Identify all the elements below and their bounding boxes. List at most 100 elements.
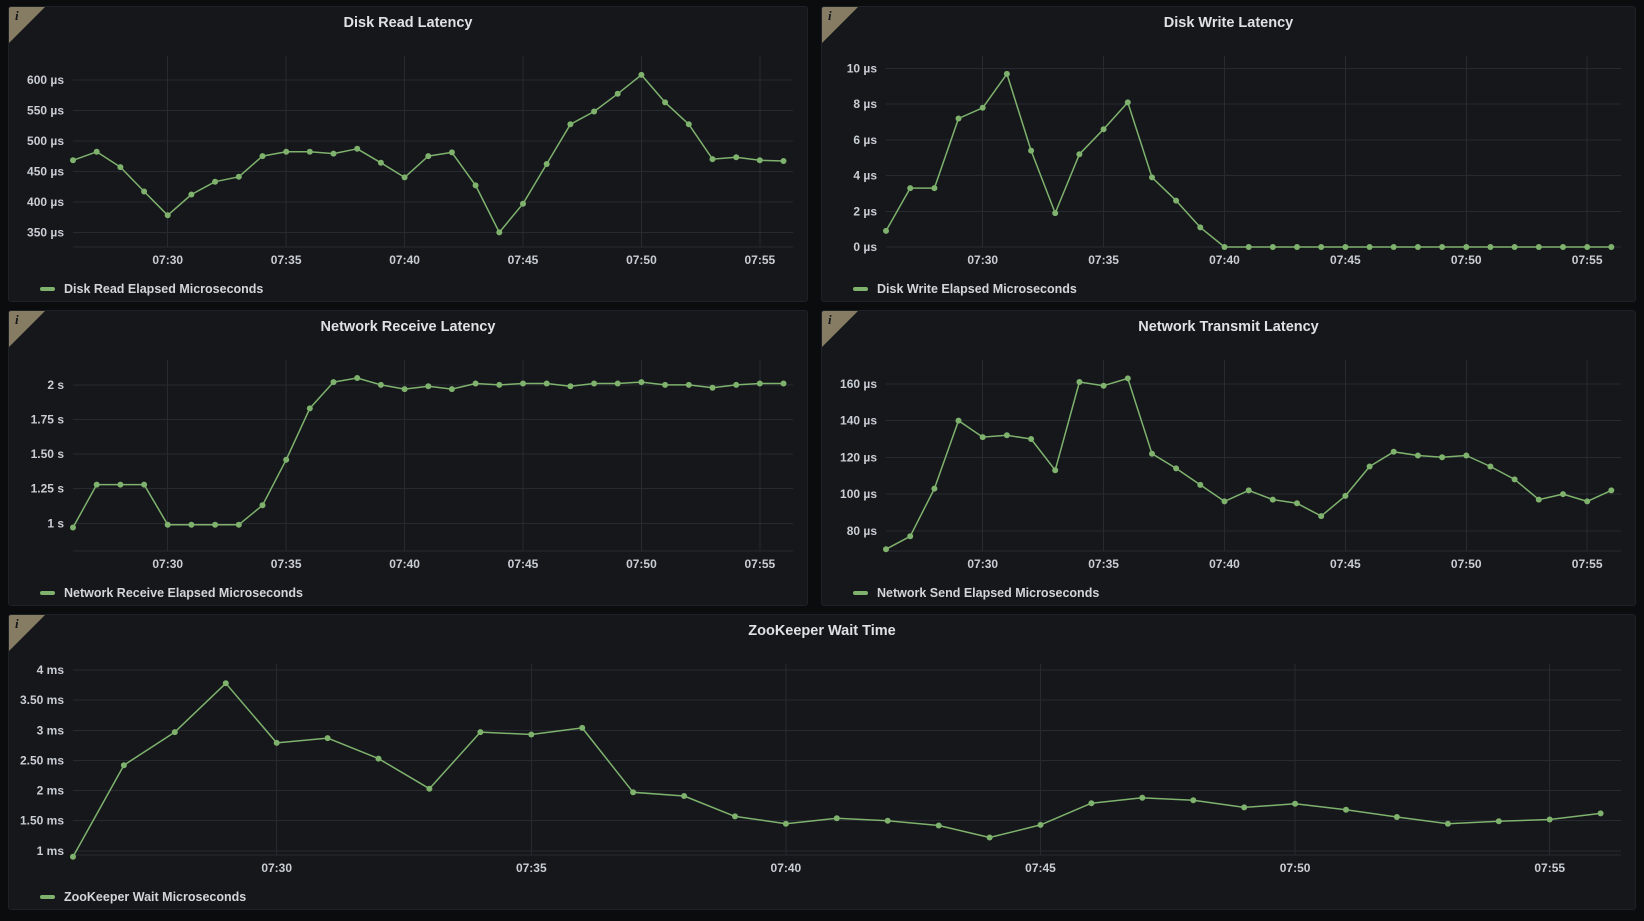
data-point[interactable] bbox=[141, 188, 148, 195]
panel-info-corner[interactable]: i bbox=[9, 7, 45, 43]
data-point[interactable] bbox=[935, 822, 942, 829]
data-point[interactable] bbox=[1100, 382, 1107, 389]
data-point[interactable] bbox=[662, 381, 669, 388]
data-point[interactable] bbox=[614, 90, 621, 97]
data-point[interactable] bbox=[520, 380, 526, 387]
data-point[interactable] bbox=[1439, 454, 1446, 461]
data-point[interactable] bbox=[496, 381, 503, 388]
data-point[interactable] bbox=[1221, 244, 1228, 250]
data-point[interactable] bbox=[756, 157, 763, 164]
data-point[interactable] bbox=[907, 185, 914, 192]
data-point[interactable] bbox=[907, 533, 914, 540]
data-point[interactable] bbox=[543, 161, 550, 167]
data-point[interactable] bbox=[375, 755, 382, 762]
data-point[interactable] bbox=[93, 148, 100, 155]
data-point[interactable] bbox=[1003, 432, 1010, 439]
data-point[interactable] bbox=[1495, 818, 1502, 825]
data-point[interactable] bbox=[1342, 244, 1349, 250]
data-point[interactable] bbox=[117, 164, 124, 171]
data-point[interactable] bbox=[986, 834, 993, 841]
data-point[interactable] bbox=[235, 521, 242, 528]
data-point[interactable] bbox=[324, 735, 331, 742]
data-point[interactable] bbox=[567, 383, 574, 390]
legend-series-label[interactable]: Disk Read Elapsed Microseconds bbox=[64, 282, 264, 296]
data-point[interactable] bbox=[591, 108, 598, 115]
data-point[interactable] bbox=[401, 386, 408, 393]
data-point[interactable] bbox=[1269, 496, 1276, 503]
data-point[interactable] bbox=[1318, 244, 1325, 250]
data-point[interactable] bbox=[1173, 197, 1180, 204]
legend-series-label[interactable]: Network Receive Elapsed Microseconds bbox=[64, 586, 303, 600]
data-point[interactable] bbox=[425, 153, 432, 160]
data-point[interactable] bbox=[1124, 99, 1131, 106]
data-point[interactable] bbox=[1608, 244, 1615, 250]
data-point[interactable] bbox=[630, 789, 637, 796]
data-point[interactable] bbox=[662, 99, 669, 106]
data-point[interactable] bbox=[1439, 244, 1446, 250]
data-point[interactable] bbox=[1390, 244, 1397, 250]
data-point[interactable] bbox=[685, 381, 692, 388]
data-point[interactable] bbox=[709, 156, 716, 163]
data-point[interactable] bbox=[709, 384, 716, 391]
data-point[interactable] bbox=[520, 200, 526, 207]
data-point[interactable] bbox=[1149, 174, 1155, 181]
data-point[interactable] bbox=[1100, 126, 1107, 133]
data-point[interactable] bbox=[1028, 147, 1035, 154]
data-point[interactable] bbox=[1343, 806, 1349, 813]
data-point[interactable] bbox=[733, 381, 740, 388]
data-point[interactable] bbox=[448, 386, 455, 393]
panel-info-corner[interactable]: i bbox=[9, 615, 45, 651]
data-point[interactable] bbox=[273, 739, 280, 746]
data-point[interactable] bbox=[883, 227, 889, 234]
data-point[interactable] bbox=[1294, 244, 1300, 250]
data-point[interactable] bbox=[979, 434, 986, 441]
data-point[interactable] bbox=[1390, 448, 1397, 455]
panel-info-corner[interactable]: i bbox=[822, 7, 858, 43]
data-point[interactable] bbox=[1366, 244, 1373, 250]
data-point[interactable] bbox=[884, 817, 891, 824]
chart-disk-write-latency[interactable]: 0 µs 2 µs 4 µs 6 µs 8 µs 10 µs 07:30 07:35 07:40… bbox=[822, 37, 1635, 277]
legend-series-swatch[interactable] bbox=[853, 287, 868, 291]
panel-title[interactable]: Disk Read Latency bbox=[343, 15, 473, 31]
data-point[interactable] bbox=[1546, 816, 1553, 823]
data-point[interactable] bbox=[579, 724, 586, 731]
data-point[interactable] bbox=[1366, 463, 1373, 470]
data-point[interactable] bbox=[1511, 476, 1518, 483]
data-point[interactable] bbox=[931, 485, 938, 492]
legend-series-swatch[interactable] bbox=[853, 591, 868, 595]
chart-network-transmit-latency[interactable]: 80 µs 100 µs 120 µs 140 µs 160 µs 07:30 07:35 0… bbox=[822, 341, 1635, 581]
data-point[interactable] bbox=[306, 148, 313, 155]
data-point[interactable] bbox=[1149, 450, 1155, 457]
data-point[interactable] bbox=[171, 729, 178, 736]
data-point[interactable] bbox=[780, 158, 787, 164]
legend-series-label[interactable]: Network Send Elapsed Microseconds bbox=[877, 586, 1100, 600]
series-line[interactable] bbox=[72, 682, 1602, 858]
data-point[interactable] bbox=[1088, 800, 1095, 807]
data-point[interactable] bbox=[955, 417, 962, 424]
data-point[interactable] bbox=[425, 383, 432, 390]
data-point[interactable] bbox=[883, 546, 889, 553]
data-point[interactable] bbox=[1463, 452, 1470, 459]
data-point[interactable] bbox=[1414, 244, 1421, 250]
data-point[interactable] bbox=[1560, 244, 1566, 250]
series-line[interactable] bbox=[885, 73, 1613, 248]
data-point[interactable] bbox=[756, 380, 763, 387]
data-point[interactable] bbox=[426, 785, 433, 792]
data-point[interactable] bbox=[1393, 814, 1400, 820]
data-point[interactable] bbox=[1197, 481, 1204, 488]
data-point[interactable] bbox=[1608, 487, 1615, 494]
data-point[interactable] bbox=[259, 153, 266, 160]
data-point[interactable] bbox=[1003, 70, 1010, 77]
panel-title[interactable]: Network Transmit Latency bbox=[1138, 319, 1319, 335]
data-point[interactable] bbox=[1487, 463, 1494, 470]
data-point[interactable] bbox=[259, 502, 266, 509]
data-point[interactable] bbox=[591, 380, 598, 387]
data-point[interactable] bbox=[1463, 244, 1470, 250]
data-point[interactable] bbox=[1052, 467, 1059, 474]
data-point[interactable] bbox=[306, 405, 313, 412]
data-point[interactable] bbox=[733, 154, 740, 161]
data-point[interactable] bbox=[1292, 800, 1299, 807]
data-point[interactable] bbox=[782, 820, 789, 827]
data-point[interactable] bbox=[1535, 244, 1542, 250]
data-point[interactable] bbox=[1076, 379, 1083, 385]
